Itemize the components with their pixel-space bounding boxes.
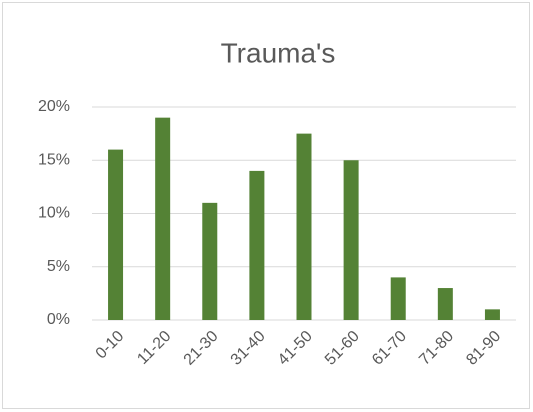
y-tick-label: 20% [38, 98, 70, 115]
y-tick-label: 10% [38, 205, 70, 222]
bar [155, 117, 171, 321]
bar [108, 149, 124, 320]
bar [343, 160, 359, 320]
bar [296, 133, 312, 320]
bar [437, 288, 453, 320]
y-tick-label: 15% [38, 151, 70, 168]
bar [249, 170, 265, 320]
bar [484, 309, 500, 320]
chart-border [2, 2, 530, 409]
bar [390, 277, 406, 320]
chart-title: Trauma's [221, 37, 336, 68]
y-tick-label: 0% [47, 311, 70, 328]
y-tick-label: 5% [47, 258, 70, 275]
bar [202, 202, 218, 320]
